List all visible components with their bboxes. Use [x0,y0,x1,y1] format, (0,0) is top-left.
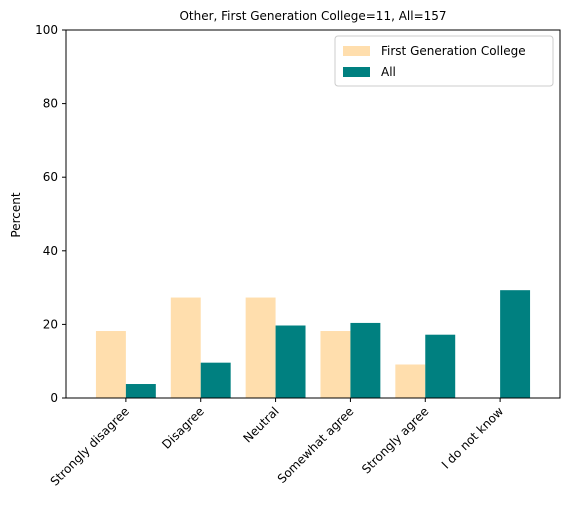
bar-all-3 [350,322,381,398]
y-tick-label-4: 80 [43,97,58,111]
legend-label-1: All [381,65,396,79]
x-tick-label-3: Somewhat agree [275,404,357,486]
bar-all-4 [425,334,456,398]
bars-layer [95,290,531,398]
bar-all-1 [200,362,231,398]
y-axis-label: Percent [9,192,23,237]
x-tick-label-0: Strongly disagree [48,404,132,488]
x-tick-label-1: Disagree [159,404,207,452]
legend-label-0: First Generation College [381,44,526,58]
y-tick-label-3: 60 [43,170,58,184]
bar-first-generation-3 [320,331,351,398]
y-axis-ticks: 0 20 40 60 80 100 [35,23,66,405]
y-tick-label-0: 0 [50,391,58,405]
y-tick-label-2: 40 [43,244,58,258]
x-axis-ticks: Strongly disagree Disagree NeutralSomewhat… [48,398,507,489]
y-tick-label-5: 100 [35,23,58,37]
bar-first-generation-2 [245,297,276,398]
bar-all-5 [500,290,531,398]
bar-first-generation-4 [395,364,426,398]
bar-first-generation-0 [95,331,126,398]
legend-box [334,35,554,87]
x-tick-label-5: I do not know [439,404,507,472]
y-tick-label-1: 20 [43,317,58,331]
legend-swatch-0 [343,46,370,56]
bar-all-0 [125,384,156,398]
x-tick-label-2: Neutral [240,404,281,445]
chart-title: Other, First Generation College=11, All=… [179,9,446,23]
bar-first-generation-1 [170,297,201,398]
bar-all-2 [275,325,306,398]
plot-frame [65,29,561,399]
legend-swatch-1 [343,67,370,77]
x-tick-label-4: Strongly agree [359,404,431,476]
legend: First Generation College All [334,35,554,87]
